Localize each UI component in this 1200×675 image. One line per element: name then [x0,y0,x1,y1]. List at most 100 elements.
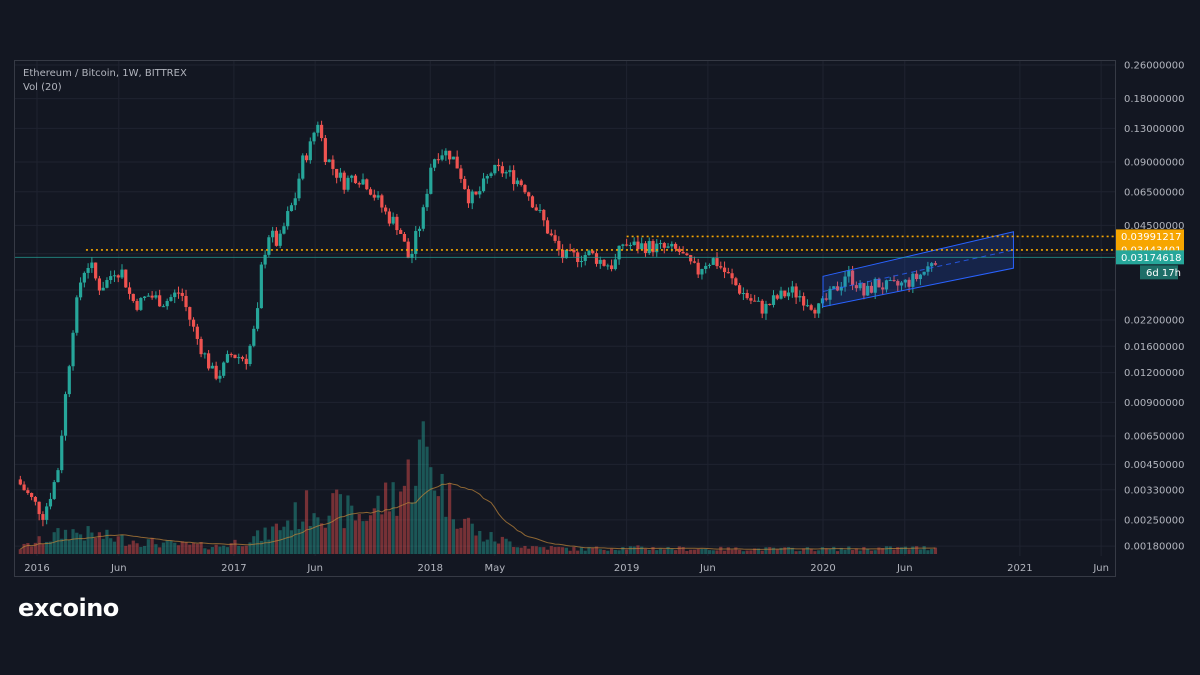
volume-bar [327,515,331,554]
candle-body [237,357,241,359]
volume-bar [802,548,806,554]
candle-body [60,435,64,471]
candle-body [395,216,399,231]
candle-body [342,172,346,190]
candle-body [233,354,237,359]
y-tick-label: 0.06500000 [1124,187,1184,198]
volume-bar [240,546,245,554]
volume-bar [591,548,595,554]
volume-bar [790,547,794,554]
volume-bar [753,548,757,554]
last-price-tag-bg [1116,250,1184,265]
candle-body [384,207,388,212]
volume-bar [82,540,86,554]
candle-body [768,303,772,305]
volume-bar [530,546,535,554]
candle-body [907,279,911,287]
volume-bar [756,548,761,554]
volume-bar [613,549,617,554]
candle-body [240,357,245,359]
volume-bar [579,547,584,554]
volume-bar [700,548,704,554]
candle-body [583,255,587,261]
candle-body [655,243,659,253]
candle-body [30,493,34,497]
candle-body [327,159,331,162]
volume-bar [297,529,301,554]
candle-body [854,285,858,289]
volume-bar [323,527,327,554]
volume-bar [45,541,49,554]
volume-bar [124,545,128,554]
volume-bar [515,547,520,554]
volume-bar [308,525,312,554]
volume-moving-average-line [20,482,936,550]
candle-body [376,195,380,198]
volume-bar [813,551,817,554]
candle-body [154,295,158,298]
candle-body [485,176,489,179]
volume-bar [301,521,305,554]
volume-bar [75,532,79,554]
candle-body [538,209,542,211]
volume-bar [459,527,463,554]
volume-bar [527,548,531,554]
candle-body [195,326,199,339]
countdown-bg [1140,265,1178,280]
candle-body [489,173,493,177]
volume-bar [474,535,478,554]
candle-body [289,205,294,212]
volume-bar [191,543,196,554]
price-levels[interactable] [15,235,1115,258]
volume-bar [233,539,237,554]
volume-bar [485,539,489,554]
volume-bar [764,547,768,554]
volume-bar [342,528,346,554]
volume-bar [854,548,858,554]
candle-body [48,498,53,507]
candle-body [542,209,546,221]
y-tick-label: 0.26000000 [1124,61,1184,72]
volume-bar [783,547,787,554]
candle-body [933,263,938,265]
candle-body [689,255,693,262]
volume-bar [576,550,580,554]
volume-bar [609,548,614,554]
volume-bar [248,542,252,554]
candle-body [229,354,233,356]
candle-body [139,297,143,310]
volume-bar [572,546,576,554]
candle-body [120,269,124,278]
trend-channel[interactable] [822,231,1014,308]
candle-body [331,159,335,169]
volume-bar [120,534,124,554]
volume-bar [760,550,764,554]
candle-body [847,270,851,277]
volume-bar [158,547,162,554]
volume-bar [677,546,681,554]
volume-bar [538,547,542,554]
candle-body [779,290,783,299]
volume-bar [835,551,840,554]
volume-bar [493,541,497,554]
candlestick-chart[interactable] [15,61,1115,576]
candle-body [372,194,376,198]
volume-bar [271,526,275,554]
chart-area[interactable] [14,60,1116,577]
candle-body [734,278,738,286]
y-tick-label: 0.00650000 [1124,432,1184,443]
candle-body [293,198,297,206]
volume-bar [881,548,885,554]
volume-bar [142,545,147,554]
volume-bar [60,538,64,554]
volume-bar [545,549,550,554]
candle-body [365,179,369,190]
volume-bar [911,546,915,554]
volume-bar [361,521,365,554]
volume-bar [410,502,414,554]
volume-bar [549,546,553,554]
candle-body [817,303,821,314]
volume-bar [598,549,602,554]
candle-body [131,293,135,302]
volume-bar [391,482,395,554]
